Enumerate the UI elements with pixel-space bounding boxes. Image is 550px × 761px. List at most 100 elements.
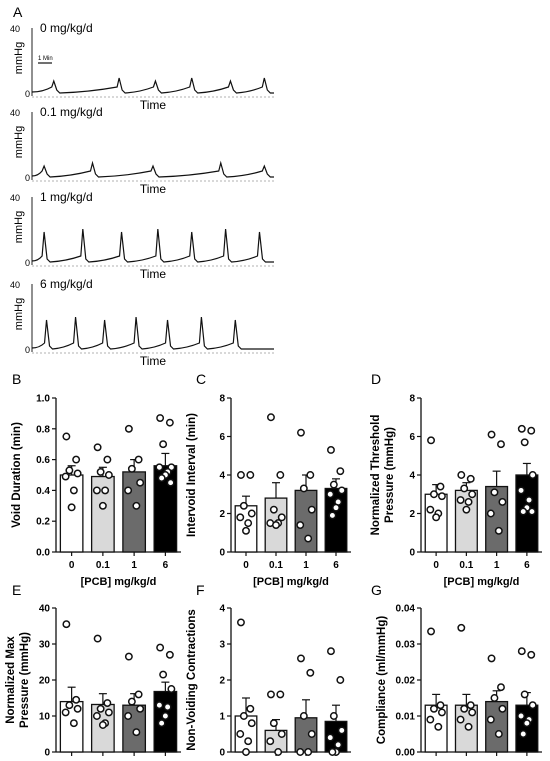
data-point bbox=[296, 521, 305, 529]
bar-6 bbox=[515, 704, 539, 753]
data-point bbox=[239, 501, 248, 510]
x-tick-label: 6 bbox=[163, 560, 169, 571]
data-point bbox=[267, 413, 275, 422]
y-tick-label: 4 bbox=[409, 471, 415, 482]
panel-letter: G bbox=[371, 582, 382, 598]
y-zero-tick: 0 bbox=[25, 89, 30, 99]
data-point bbox=[236, 730, 245, 738]
data-point bbox=[104, 708, 113, 717]
data-point bbox=[246, 704, 255, 713]
data-point bbox=[269, 505, 278, 514]
data-point bbox=[236, 513, 245, 522]
y-top-tick: 40 bbox=[10, 108, 20, 118]
data-point bbox=[486, 715, 495, 724]
data-point bbox=[101, 486, 110, 495]
data-point bbox=[460, 484, 469, 493]
y-tick-label: 0 bbox=[409, 548, 415, 559]
data-point bbox=[62, 432, 71, 441]
data-point bbox=[157, 719, 166, 728]
data-point bbox=[124, 712, 133, 720]
x-axis-label: [PCB] mg/kg/d bbox=[81, 576, 157, 588]
data-point bbox=[136, 704, 145, 713]
data-point bbox=[103, 455, 112, 464]
y-top-tick: 40 bbox=[10, 24, 20, 34]
x-tick-label: 1 bbox=[494, 560, 500, 571]
y-tick-label: 20 bbox=[39, 676, 51, 687]
data-point bbox=[65, 701, 74, 710]
data-point bbox=[429, 704, 438, 713]
x-tick-label: 1 bbox=[303, 560, 309, 571]
data-point bbox=[328, 748, 337, 756]
trace-line bbox=[31, 77, 274, 94]
x-tick-label: 6 bbox=[333, 560, 339, 571]
data-point bbox=[520, 690, 529, 699]
data-point bbox=[73, 469, 82, 478]
data-point bbox=[517, 647, 526, 656]
data-point bbox=[159, 440, 168, 449]
data-point bbox=[247, 719, 256, 728]
data-point bbox=[61, 472, 70, 481]
bar-6 bbox=[324, 487, 348, 553]
bar-chart-c: C 0 2 4 6 8 Intervoid Interval (min) [PCB] mg/k… bbox=[186, 371, 351, 588]
y-axis-label-line1: Normalized Threshold bbox=[370, 415, 382, 536]
time-label: Time bbox=[140, 354, 167, 368]
data-point bbox=[490, 694, 499, 702]
data-point bbox=[266, 737, 275, 746]
y-tick-label: 2 bbox=[219, 509, 225, 520]
data-point bbox=[527, 650, 536, 659]
y-tick-label: 0.00 bbox=[396, 748, 416, 759]
data-point bbox=[457, 623, 466, 632]
y-axis-label: Non-Voiding Contractions bbox=[186, 609, 198, 751]
data-point bbox=[464, 498, 473, 506]
data-point bbox=[498, 498, 507, 506]
y-tick-label: 0.6 bbox=[36, 455, 50, 466]
data-point bbox=[464, 722, 473, 731]
y-zero-tick: 0 bbox=[25, 345, 30, 355]
y-zero-tick: 0 bbox=[25, 173, 30, 183]
y-tick-label: 8 bbox=[409, 394, 415, 405]
data-point bbox=[242, 748, 250, 756]
data-point bbox=[334, 740, 343, 749]
data-point bbox=[247, 509, 256, 518]
data-point bbox=[299, 712, 308, 720]
data-point bbox=[519, 730, 528, 738]
data-point bbox=[267, 690, 275, 699]
y-tick-label: 1 bbox=[219, 712, 225, 723]
y-tick-label: 2 bbox=[219, 676, 225, 687]
data-point bbox=[124, 652, 133, 661]
data-point bbox=[276, 471, 285, 479]
data-point bbox=[517, 486, 526, 495]
data-point bbox=[457, 471, 466, 479]
panel-letter: D bbox=[371, 371, 381, 387]
y-tick-label: 0.04 bbox=[396, 604, 416, 615]
data-point bbox=[155, 463, 164, 472]
bar-chart-panels: B 0.0 0.2 0.4 0.6 0.8 1.0 Void Duration (min) [P… bbox=[5, 371, 542, 761]
data-point bbox=[297, 654, 305, 663]
y-unit-label: mmHg bbox=[13, 42, 25, 74]
data-point bbox=[69, 719, 78, 728]
data-point bbox=[277, 730, 286, 738]
y-axis-label: Normalized Threshold Pressure (mmHg) bbox=[370, 415, 396, 536]
data-point bbox=[163, 703, 172, 711]
x-tick-label: 6 bbox=[524, 560, 530, 571]
data-point bbox=[239, 712, 248, 720]
y-tick-label: 40 bbox=[39, 604, 51, 615]
y-tick-label: 6 bbox=[219, 432, 225, 443]
data-point bbox=[429, 490, 438, 499]
data-point bbox=[460, 704, 469, 713]
data-point bbox=[437, 708, 446, 717]
trace-line bbox=[31, 316, 274, 350]
data-point bbox=[487, 654, 496, 663]
y-top-tick: 40 bbox=[10, 193, 20, 203]
y-axis-label-line1: Normalized Max bbox=[5, 636, 17, 724]
data-point bbox=[299, 484, 308, 493]
y-tick-label: 0.01 bbox=[396, 712, 416, 723]
time-label: Time bbox=[140, 98, 167, 112]
data-point bbox=[274, 748, 283, 756]
data-point bbox=[166, 478, 175, 487]
data-point bbox=[327, 446, 335, 454]
bar-0 bbox=[59, 474, 84, 553]
data-point bbox=[497, 683, 505, 692]
data-point bbox=[327, 647, 335, 656]
